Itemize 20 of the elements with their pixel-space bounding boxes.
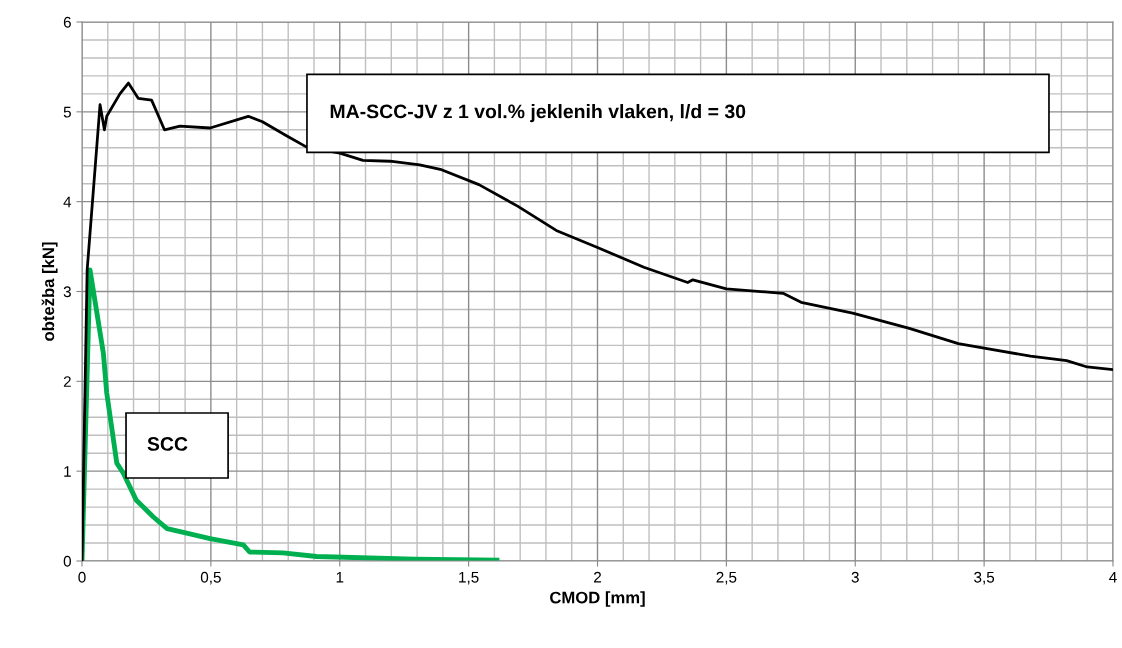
y-tick-label: 3 bbox=[63, 286, 71, 298]
y-tick-label: 6 bbox=[63, 16, 71, 28]
annotation: MA-SCC-JV z 1 vol.% jeklenih vlaken, l/d = 30 bbox=[330, 104, 746, 123]
x-tick-label: 2 bbox=[594, 571, 601, 583]
y-tick-label: 4 bbox=[63, 196, 72, 208]
x-tick-label: 3,5 bbox=[974, 571, 995, 585]
x-axis-title: CMOD [mm] bbox=[550, 591, 645, 607]
y-tick-label: 0 bbox=[63, 555, 71, 567]
x-tick-label: 2,5 bbox=[716, 571, 737, 585]
x-tick-label: 0 bbox=[78, 571, 86, 583]
x-tick-label: 1,5 bbox=[459, 571, 479, 585]
x-tick-label: 1 bbox=[336, 571, 344, 583]
annotation: SCC bbox=[147, 437, 188, 451]
y-tick-label: 2 bbox=[63, 376, 71, 387]
y-tick-label: 1 bbox=[64, 466, 71, 477]
x-tick-label: 0,5 bbox=[200, 571, 221, 585]
y-tick-label: 5 bbox=[63, 106, 71, 118]
x-tick-label: 3 bbox=[851, 571, 859, 583]
x-tick-label: 4 bbox=[1109, 571, 1117, 583]
y-axis-title: obtežba [kN] bbox=[41, 242, 58, 341]
